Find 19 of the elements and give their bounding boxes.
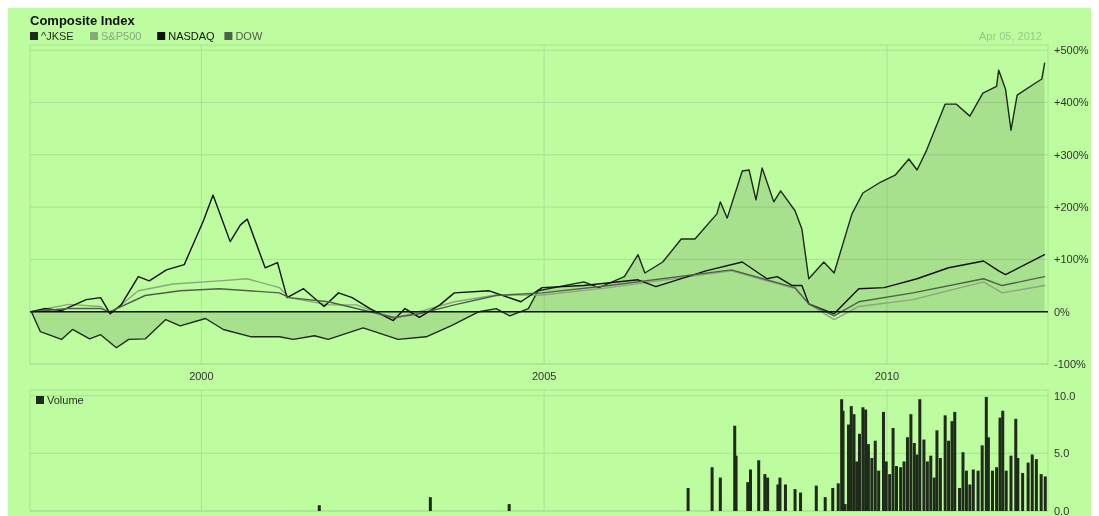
y-tick-label: +200% (1054, 200, 1089, 213)
y-tick-label: -100% (1054, 357, 1087, 370)
legend-label: NASDAQ (168, 30, 216, 42)
x-tick-label: 2010 (874, 370, 900, 382)
x-tick-label: 2000 (189, 370, 214, 382)
y-tick-label: 0% (1054, 305, 1071, 318)
legend-label: S&P500 (101, 30, 142, 42)
y-tick-label: 5.0 (1054, 447, 1070, 460)
legend-label: DOW (235, 30, 263, 42)
y-tick-label: 10.0 (1054, 389, 1076, 402)
x-tick-label: 2005 (531, 370, 557, 382)
legend-label: ^JKSE (41, 30, 74, 42)
y-tick-label: +500% (1054, 44, 1089, 57)
chart-title: Composite Index (30, 13, 136, 28)
y-tick-label: +300% (1054, 148, 1089, 161)
y-tick-label: 0.0 (1054, 504, 1070, 516)
y-tick-label: +400% (1054, 96, 1089, 109)
legend-label: Volume (47, 394, 84, 406)
y-tick-label: +100% (1054, 253, 1089, 266)
